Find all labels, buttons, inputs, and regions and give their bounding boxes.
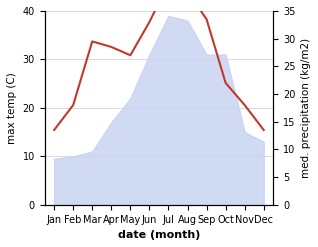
Y-axis label: max temp (C): max temp (C) xyxy=(7,72,17,144)
Y-axis label: med. precipitation (kg/m2): med. precipitation (kg/m2) xyxy=(301,38,311,178)
X-axis label: date (month): date (month) xyxy=(118,230,200,240)
